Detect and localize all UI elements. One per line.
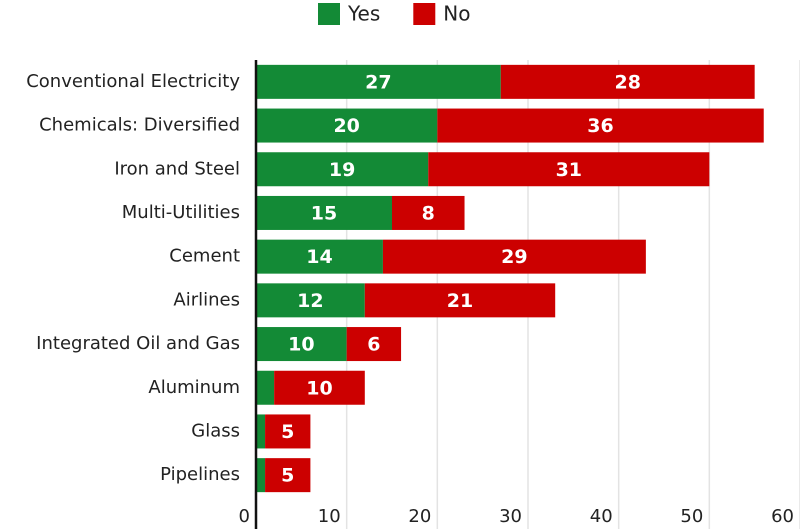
bar-segment: [364, 283, 556, 318]
legend-label: No: [443, 2, 470, 26]
value-label: 14: [306, 246, 332, 268]
bar-segment: [392, 195, 465, 230]
value-label: 31: [556, 159, 582, 181]
bar-segment: [256, 327, 347, 362]
x-tick-label: 20: [408, 506, 431, 527]
y-tick-label: Aluminum: [148, 377, 240, 398]
bar-segment: [256, 414, 266, 449]
bar-segment: [256, 370, 275, 405]
bar-segment: [265, 458, 311, 493]
bar-segment: [256, 239, 383, 274]
value-label: 29: [501, 246, 527, 268]
bar-segment: [256, 458, 266, 493]
bar-segment: [437, 108, 764, 143]
y-tick-label: Pipelines: [160, 464, 240, 485]
value-label: 8: [422, 202, 435, 224]
bar-segment: [382, 239, 646, 274]
value-label: 28: [615, 71, 641, 93]
y-tick-label: Chemicals: Diversified: [39, 115, 240, 136]
bar-segment: [428, 152, 710, 187]
x-tick-label: 40: [590, 506, 613, 527]
value-label: 15: [311, 202, 337, 224]
y-tick-label: Glass: [191, 420, 240, 441]
y-tick-label: Conventional Electricity: [26, 71, 240, 92]
legend-swatch: [318, 3, 340, 25]
value-label: 36: [587, 115, 613, 137]
bar-segment: [265, 414, 311, 449]
value-label: 5: [281, 465, 294, 487]
y-tick-label: Cement: [169, 246, 240, 267]
value-label: 5: [281, 421, 294, 443]
bar-segment: [346, 327, 402, 362]
x-tick-label: 30: [499, 506, 522, 527]
value-label: 27: [365, 71, 391, 93]
legend-label: Yes: [347, 2, 380, 26]
bar-segment: [256, 152, 429, 187]
y-tick-label: Integrated Oil and Gas: [36, 333, 240, 354]
x-tick-label: 60: [771, 506, 794, 527]
value-label: 12: [297, 290, 323, 312]
bar-segment: [500, 64, 755, 99]
value-label: 6: [367, 334, 380, 356]
bar-segment: [256, 64, 501, 99]
y-tick-label: Airlines: [173, 289, 240, 310]
legend-swatch: [413, 3, 436, 25]
x-tick-label: 50: [680, 506, 703, 527]
y-tick-label: Iron and Steel: [114, 158, 240, 179]
bar-segment: [256, 283, 365, 318]
bar-segment: [256, 108, 438, 143]
bar-segment: [274, 370, 365, 405]
x-tick-label: 0: [239, 506, 250, 527]
value-label: 20: [333, 115, 359, 137]
bar-segment: [256, 195, 392, 230]
value-label: 10: [288, 334, 314, 356]
value-label: 19: [329, 159, 355, 181]
x-tick-label: 10: [318, 506, 341, 527]
y-tick-label: Multi-Utilities: [122, 202, 240, 223]
value-label: 10: [306, 377, 332, 399]
value-label: 21: [447, 290, 473, 312]
